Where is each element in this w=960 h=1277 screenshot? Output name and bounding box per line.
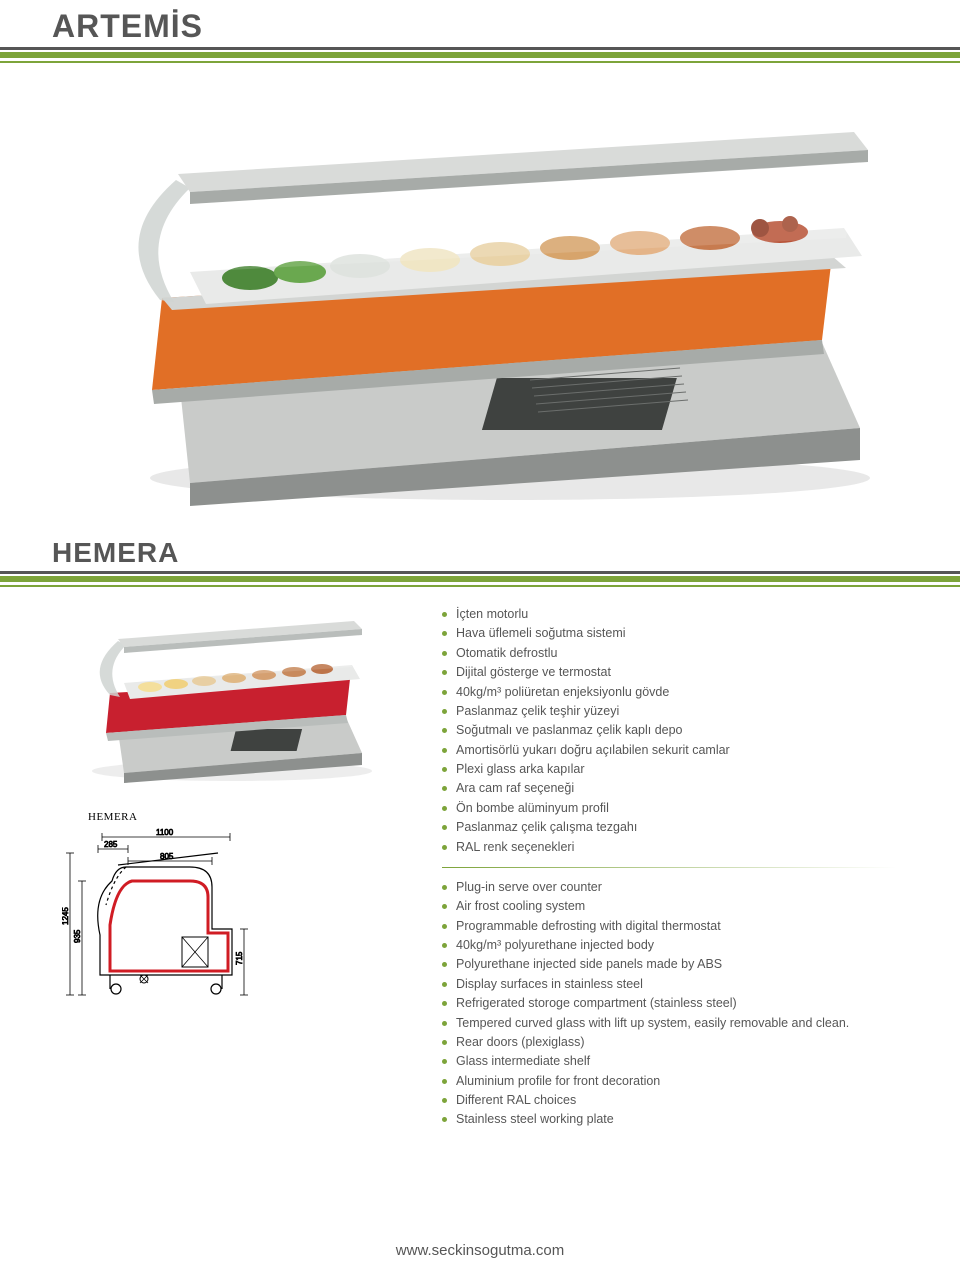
feature-item: Refrigerated storoge compartment (stainl… <box>442 994 920 1013</box>
feature-item: 40kg/m³ poliüretan enjeksiyonlu gövde <box>442 683 920 702</box>
feature-item: Tempered curved glass with lift up syste… <box>442 1014 920 1033</box>
website-url: www.seckinsogutma.com <box>396 1242 564 1259</box>
feature-item: Polyurethane injected side panels made b… <box>442 955 920 974</box>
svg-text:1245: 1245 <box>62 907 70 925</box>
feature-item: Glass intermediate shelf <box>442 1052 920 1071</box>
heading-sub: HEMERA <box>0 533 960 571</box>
svg-text:805: 805 <box>160 852 174 861</box>
feature-item: Paslanmaz çelik çalışma tezgahı <box>442 818 920 837</box>
feature-item: Plexi glass arka kapılar <box>442 760 920 779</box>
feature-item: Soğutmalı ve paslanmaz çelik kaplı depo <box>442 721 920 740</box>
svg-text:935: 935 <box>73 929 82 943</box>
separator-line <box>442 867 896 868</box>
display-case-artemis <box>40 88 920 508</box>
svg-text:1100: 1100 <box>156 828 174 837</box>
svg-text:715: 715 <box>235 951 244 965</box>
feature-item: Amortisörlü yukarı doğru açılabilen seku… <box>442 741 920 760</box>
heading-rule-group <box>0 47 960 63</box>
feature-item: Rear doors (plexiglass) <box>442 1033 920 1052</box>
feature-item: Different RAL choices <box>442 1091 920 1110</box>
feature-item: Stainless steel working plate <box>442 1110 920 1129</box>
feature-item: RAL renk seçenekleri <box>442 838 920 857</box>
subheading-rule-group <box>0 571 960 587</box>
dimension-drawing: 1100 285 805 1245 935 <box>62 825 262 1001</box>
feature-item: Dijital gösterge ve termostat <box>442 663 920 682</box>
feature-item: Display surfaces in stainless steel <box>442 975 920 994</box>
feature-item: Ön bombe alüminyum profil <box>442 799 920 818</box>
feature-item: Ara cam raf seçeneği <box>442 779 920 798</box>
display-case-hemera <box>52 605 392 785</box>
feature-item: 40kg/m³ polyurethane injected body <box>442 936 920 955</box>
feature-item: Programmable defrosting with digital the… <box>442 917 920 936</box>
heading-main: ARTEMİS <box>0 0 960 47</box>
feature-item: Hava üflemeli soğutma sistemi <box>442 624 920 643</box>
feature-item: Aluminium profile for front decoration <box>442 1072 920 1091</box>
svg-text:285: 285 <box>104 840 118 849</box>
hero-image <box>0 63 960 533</box>
feature-item: İçten motorlu <box>442 605 920 624</box>
dimension-drawing-label: HEMERA <box>88 811 137 823</box>
feature-list-turkish: İçten motorluHava üflemeli soğutma siste… <box>442 605 920 857</box>
feature-item: Otomatik defrostlu <box>442 644 920 663</box>
feature-item: Plug-in serve over counter <box>442 878 920 897</box>
feature-item: Air frost cooling system <box>442 897 920 916</box>
feature-list-english: Plug-in serve over counterAir frost cool… <box>442 878 920 1130</box>
feature-item: Paslanmaz çelik teşhir yüzeyi <box>442 702 920 721</box>
